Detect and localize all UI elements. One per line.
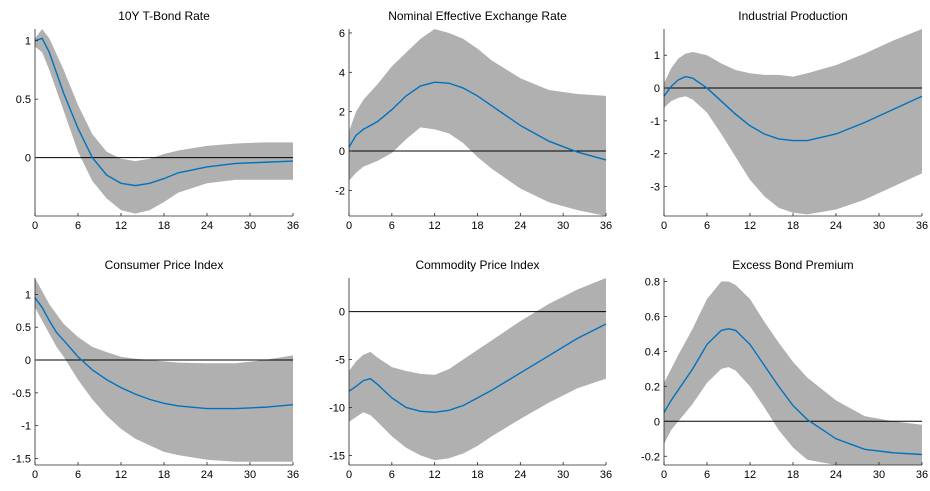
x-tick-label: 0 — [661, 469, 667, 481]
y-tick-label: 1 — [25, 289, 31, 301]
panel-consumer-price-index: 0 6 12 18 24 30 36 1 0.5 0 -0.5 -1 -1.5 Consumer Pric… — [12, 258, 299, 481]
panel-title: Excess Bond Premium — [732, 258, 853, 272]
x-tick-label: 30 — [557, 469, 569, 481]
confidence-band — [349, 29, 606, 216]
y-tick-label: 0 — [654, 83, 660, 95]
x-tick-label: 12 — [744, 469, 756, 481]
x-tick-label: 12 — [115, 469, 127, 481]
x-tick-label: 6 — [704, 220, 710, 232]
y-tick-label: 0.6 — [645, 311, 660, 323]
y-tick-label: 0.2 — [645, 381, 660, 393]
x-tick-label: 24 — [201, 220, 213, 232]
x-tick-label: 6 — [389, 469, 395, 481]
x-tick-label: 36 — [287, 469, 299, 481]
panel-title: Commodity Price Index — [415, 258, 539, 272]
x-tick-label: 36 — [287, 220, 299, 232]
median-response-line — [348, 81, 607, 161]
confidence-band — [664, 29, 922, 215]
y-tick-label: -0.5 — [12, 388, 31, 400]
x-tick-label: 36 — [600, 469, 612, 481]
x-tick-label: 6 — [389, 220, 395, 232]
x-tick-label: 6 — [704, 469, 710, 481]
x-tick-label: 18 — [158, 220, 170, 232]
x-tick-label: 6 — [75, 469, 81, 481]
panel-industrial-production: 0 6 12 18 24 30 36 1 0 -1 -2 -3 Industrial Productio… — [650, 9, 928, 232]
x-tick-label: 30 — [557, 220, 569, 232]
y-tick-label: 0.5 — [16, 94, 31, 106]
y-tick-label: -0.2 — [641, 451, 660, 463]
y-tick-label: -15 — [329, 450, 345, 462]
x-tick-label: 24 — [830, 220, 842, 232]
panel-title: Industrial Production — [738, 9, 847, 23]
x-tick-label: 0 — [32, 469, 38, 481]
median-response-line — [34, 37, 294, 187]
y-tick-label: 6 — [339, 28, 345, 40]
x-tick-label: 36 — [916, 469, 928, 481]
y-tick-label: -1 — [21, 421, 31, 433]
y-tick-label: 0.5 — [16, 322, 31, 334]
median-response-line — [663, 327, 923, 456]
y-tick-label: -2 — [335, 185, 345, 197]
x-tick-label: 12 — [115, 220, 127, 232]
x-tick-label: 0 — [32, 220, 38, 232]
x-tick-label: 36 — [916, 220, 928, 232]
y-tick-label: -1.5 — [12, 453, 31, 465]
y-tick-label: 0.8 — [645, 276, 660, 288]
confidence-band — [35, 29, 293, 214]
x-tick-label: 18 — [158, 469, 170, 481]
y-tick-label: 2 — [339, 107, 345, 119]
y-tick-label: 1 — [654, 50, 660, 62]
x-tick-label: 18 — [787, 220, 799, 232]
y-tick-label: -5 — [335, 355, 345, 367]
confidence-band — [349, 278, 606, 461]
x-tick-label: 24 — [514, 469, 526, 481]
y-tick-label: 0.4 — [645, 346, 660, 358]
x-tick-label: 12 — [429, 469, 441, 481]
x-tick-label: 12 — [744, 220, 756, 232]
y-tick-label: 4 — [339, 67, 345, 79]
x-tick-label: 0 — [346, 469, 352, 481]
x-tick-label: 24 — [830, 469, 842, 481]
x-tick-label: 24 — [514, 220, 526, 232]
y-tick-label: 0 — [25, 153, 31, 165]
median-response-line — [663, 75, 923, 142]
panel-title: Consumer Price Index — [105, 258, 224, 272]
x-tick-label: 30 — [244, 469, 256, 481]
x-tick-label: 36 — [600, 220, 612, 232]
panel-title: 10Y T-Bond Rate — [118, 9, 210, 23]
y-tick-label: 0 — [25, 355, 31, 367]
y-tick-label: 0 — [654, 416, 660, 428]
median-response-line — [348, 323, 607, 413]
x-tick-label: 18 — [471, 469, 483, 481]
panel-title: Nominal Effective Exchange Rate — [388, 9, 567, 23]
x-tick-label: 24 — [201, 469, 213, 481]
y-tick-label: 1 — [25, 36, 31, 48]
panel-nominal-effective-exchange-rate: 0 6 12 18 24 30 36 6 4 2 0 -2 Nominal Effective Exch… — [335, 9, 612, 232]
x-tick-label: 0 — [346, 220, 352, 232]
x-tick-label: 0 — [661, 220, 667, 232]
y-tick-label: 0 — [339, 307, 345, 319]
panel-commodity-price-index: 0 6 12 18 24 30 36 0 -5 -10 -15 Commodity Price Ind… — [329, 258, 612, 481]
x-tick-label: 18 — [787, 469, 799, 481]
x-tick-label: 18 — [471, 220, 483, 232]
median-response-line — [34, 297, 294, 410]
panel-10y-t-bond-rate: 0 6 12 18 24 30 36 1 0.5 0 10Y T-Bond Rate — [16, 9, 299, 232]
x-tick-label: 6 — [75, 220, 81, 232]
x-tick-label: 12 — [429, 220, 441, 232]
y-tick-label: -1 — [650, 116, 660, 128]
x-tick-label: 30 — [873, 469, 885, 481]
y-tick-label: 0 — [339, 146, 345, 158]
x-tick-label: 30 — [244, 220, 256, 232]
confidence-band — [664, 281, 922, 465]
y-tick-label: -10 — [329, 402, 345, 414]
x-tick-label: 30 — [873, 220, 885, 232]
confidence-band — [35, 278, 293, 462]
y-tick-label: -3 — [650, 181, 660, 193]
y-tick-label: -2 — [650, 149, 660, 161]
